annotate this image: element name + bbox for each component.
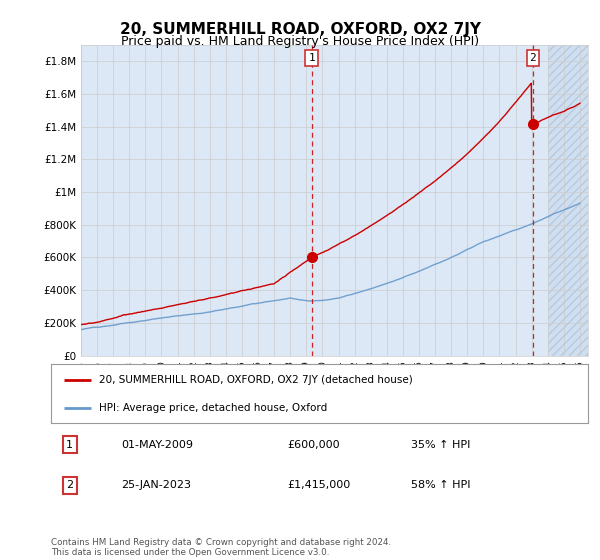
Text: £1,415,000: £1,415,000	[287, 480, 350, 490]
Text: Contains HM Land Registry data © Crown copyright and database right 2024.
This d: Contains HM Land Registry data © Crown c…	[51, 538, 391, 557]
Text: 2: 2	[529, 53, 536, 63]
Text: £600,000: £600,000	[287, 440, 340, 450]
Text: 20, SUMMERHILL ROAD, OXFORD, OX2 7JY: 20, SUMMERHILL ROAD, OXFORD, OX2 7JY	[119, 22, 481, 38]
Text: 1: 1	[308, 53, 315, 63]
Text: 20, SUMMERHILL ROAD, OXFORD, OX2 7JY (detached house): 20, SUMMERHILL ROAD, OXFORD, OX2 7JY (de…	[100, 375, 413, 385]
Text: HPI: Average price, detached house, Oxford: HPI: Average price, detached house, Oxfo…	[100, 403, 328, 413]
Text: 25-JAN-2023: 25-JAN-2023	[121, 480, 191, 490]
Text: 2: 2	[66, 480, 73, 490]
Bar	[548, 45, 600, 356]
Text: Price paid vs. HM Land Registry's House Price Index (HPI): Price paid vs. HM Land Registry's House …	[121, 35, 479, 48]
Text: 01-MAY-2009: 01-MAY-2009	[121, 440, 193, 450]
Text: 35% ↑ HPI: 35% ↑ HPI	[411, 440, 470, 450]
Text: 1: 1	[66, 440, 73, 450]
Text: 58% ↑ HPI: 58% ↑ HPI	[411, 480, 470, 490]
